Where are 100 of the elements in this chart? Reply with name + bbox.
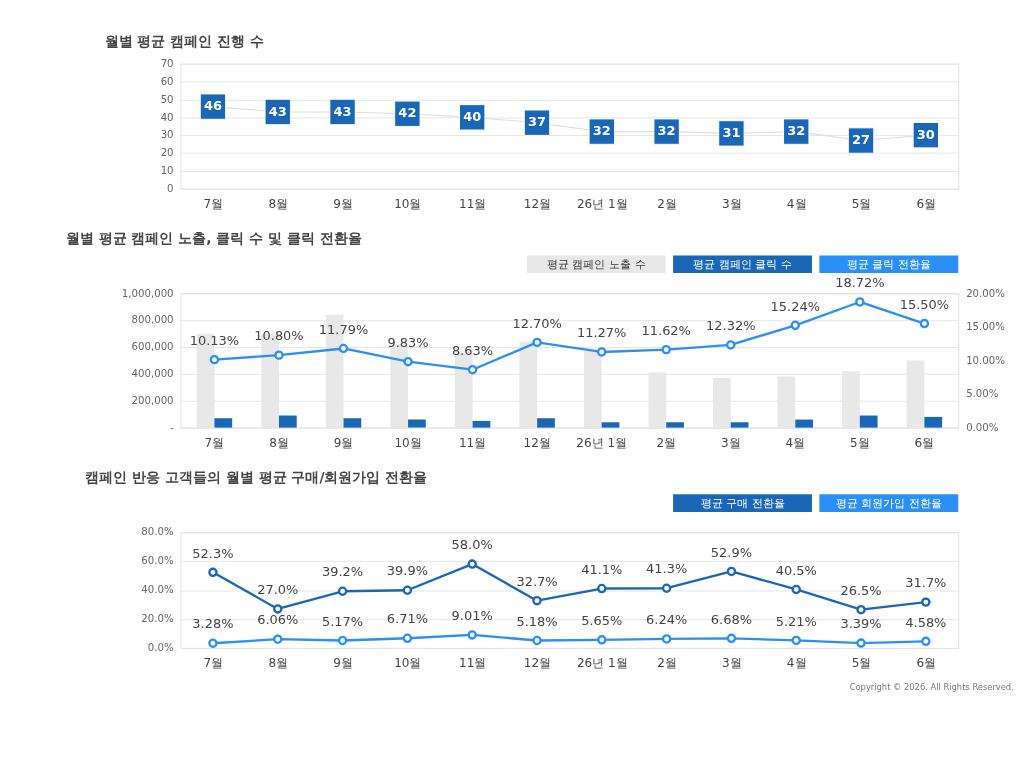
y-tick-label: 600,000 xyxy=(131,341,174,353)
text: 평균 클릭 전환율 xyxy=(846,257,931,271)
point xyxy=(402,633,413,644)
x-tick-label: 2월 xyxy=(656,435,677,450)
point xyxy=(726,566,737,577)
point xyxy=(919,318,930,329)
point xyxy=(337,635,348,646)
y-tick-label: 40 xyxy=(160,111,174,123)
data-label: 8.63% xyxy=(452,342,494,358)
chart-title: 캠페인 반응 고객들의 월별 평균 구매/회원가입 전환율 xyxy=(85,469,428,486)
x-tick-label: 4월 xyxy=(786,655,807,670)
x-tick-label: 7월 xyxy=(203,655,224,670)
point xyxy=(596,347,607,357)
point xyxy=(855,297,865,307)
x-tick-label: 8월 xyxy=(268,196,289,211)
y-tick-label: 50 xyxy=(160,93,174,105)
y-tick-label: 20 xyxy=(160,147,174,159)
x-tick-label: 7월 xyxy=(204,435,225,450)
data-label: 15.24% xyxy=(770,298,820,314)
data-label: 40.5% xyxy=(775,562,817,578)
data-label: 32 xyxy=(657,123,676,139)
data-label: 5.21% xyxy=(775,613,817,629)
y-tick-label: 800,000 xyxy=(131,314,174,326)
bar xyxy=(278,415,297,428)
bar xyxy=(924,416,943,428)
data-label: 41.1% xyxy=(581,561,623,577)
x-tick-label: 10월 xyxy=(394,196,422,211)
bar xyxy=(408,419,426,428)
point xyxy=(597,583,607,594)
x-tick-label: 4월 xyxy=(786,196,807,211)
data-label: 10.13% xyxy=(189,332,240,348)
text: 평균 구매 전환율 xyxy=(700,496,785,510)
bar xyxy=(601,422,620,428)
x-tick-label: 11월 xyxy=(459,196,487,211)
x-tick-label: 11월 xyxy=(458,435,487,450)
point xyxy=(208,567,218,578)
point xyxy=(661,344,671,355)
x-tick-label: 5월 xyxy=(850,435,870,450)
x-tick-label: 6월 xyxy=(916,655,937,670)
y2-tick-label: 20.00% xyxy=(966,287,1006,299)
x-tick-label: 10월 xyxy=(394,655,422,670)
point xyxy=(273,634,283,644)
point xyxy=(726,340,736,350)
x-tick-label: 9월 xyxy=(333,655,353,670)
y-tick-label: 1,000,000 xyxy=(121,287,174,299)
x-tick-label: 4월 xyxy=(785,435,806,450)
data-label: 3.39% xyxy=(840,616,882,632)
point xyxy=(532,337,542,348)
x-tick-label: 12월 xyxy=(523,196,552,211)
data-label: 15.50% xyxy=(899,296,950,312)
data-label: 40 xyxy=(463,109,482,125)
bar xyxy=(859,415,878,428)
data-label: 42 xyxy=(398,105,417,121)
data-label: 12.70% xyxy=(512,315,562,331)
data-label: 27 xyxy=(852,132,871,148)
bar xyxy=(795,419,814,428)
data-label: 46 xyxy=(203,98,222,114)
y-tick-label: 20.0% xyxy=(141,613,174,625)
y-tick-label: 60 xyxy=(160,75,174,87)
point xyxy=(856,604,866,615)
x-tick-label: 12월 xyxy=(523,435,551,450)
data-label: 6.68% xyxy=(710,611,753,627)
x-tick-label: 10월 xyxy=(394,435,422,450)
text: 평균 캠페인 클릭 수 xyxy=(693,257,792,271)
data-label: 32 xyxy=(592,123,611,139)
data-label: 31 xyxy=(722,125,741,141)
data-label: 9.01% xyxy=(451,608,493,624)
bar xyxy=(214,418,233,428)
bar xyxy=(343,418,362,428)
y2-tick-label: 10.00% xyxy=(966,354,1006,366)
data-label: 43 xyxy=(333,103,352,119)
x-tick-label: 12월 xyxy=(523,655,552,670)
point xyxy=(532,595,542,606)
x-tick-label: 26년 1월 xyxy=(576,196,628,211)
point xyxy=(467,559,477,569)
x-tick-label: 3월 xyxy=(722,196,742,211)
data-label: 11.27% xyxy=(576,325,627,341)
y-tick-label: 400,000 xyxy=(131,368,174,380)
data-label: 58.0% xyxy=(451,537,493,553)
data-label: 9.83% xyxy=(387,334,429,350)
data-label: 32.7% xyxy=(516,573,558,589)
x-tick-label: 8월 xyxy=(268,655,289,670)
point xyxy=(273,604,283,614)
data-label: 43 xyxy=(268,103,287,119)
y2-tick-label: 0.00% xyxy=(966,421,999,433)
data-label: 39.2% xyxy=(321,564,364,580)
y-tick-label: 40.0% xyxy=(141,584,174,596)
y-tick-label: 200,000 xyxy=(131,395,174,407)
data-label: 5.65% xyxy=(581,612,623,628)
point xyxy=(921,597,931,607)
x-tick-label: 6월 xyxy=(916,196,937,211)
data-label: 39.9% xyxy=(386,563,428,579)
data-label: 3.28% xyxy=(192,616,234,632)
chart-title: 월별 평균 캠페인 노출, 클릭 수 및 클릭 전환율 xyxy=(65,230,362,247)
data-label: 6.06% xyxy=(257,612,299,628)
data-label: 11.79% xyxy=(318,321,369,337)
y-tick-label: 30 xyxy=(160,129,174,141)
point xyxy=(791,584,801,595)
bar xyxy=(666,422,684,428)
point xyxy=(467,630,477,640)
